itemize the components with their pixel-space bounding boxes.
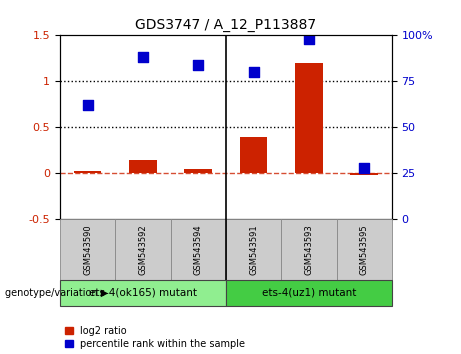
Text: ets-4(uz1) mutant: ets-4(uz1) mutant <box>262 288 356 298</box>
FancyBboxPatch shape <box>60 280 226 306</box>
FancyBboxPatch shape <box>115 219 171 280</box>
Text: genotype/variation ▶: genotype/variation ▶ <box>5 288 108 298</box>
Bar <box>74 171 101 173</box>
Text: GSM543593: GSM543593 <box>304 224 313 275</box>
Point <box>361 165 368 171</box>
Bar <box>129 160 157 173</box>
Text: GSM543595: GSM543595 <box>360 224 369 275</box>
Text: GSM543594: GSM543594 <box>194 224 203 275</box>
FancyBboxPatch shape <box>281 219 337 280</box>
Legend: log2 ratio, percentile rank within the sample: log2 ratio, percentile rank within the s… <box>65 326 245 349</box>
Bar <box>240 137 267 173</box>
Text: GSM543591: GSM543591 <box>249 224 258 275</box>
FancyBboxPatch shape <box>226 280 392 306</box>
FancyBboxPatch shape <box>337 219 392 280</box>
Point <box>250 69 257 75</box>
FancyBboxPatch shape <box>226 219 281 280</box>
FancyBboxPatch shape <box>60 219 115 280</box>
Title: GDS3747 / A_12_P113887: GDS3747 / A_12_P113887 <box>136 18 316 32</box>
FancyBboxPatch shape <box>171 219 226 280</box>
Point <box>195 62 202 68</box>
Text: GSM543590: GSM543590 <box>83 224 92 275</box>
Text: GSM543592: GSM543592 <box>138 224 148 275</box>
Bar <box>295 63 323 173</box>
Point <box>305 36 313 42</box>
Text: ets-4(ok165) mutant: ets-4(ok165) mutant <box>89 288 197 298</box>
Bar <box>184 169 212 173</box>
Point <box>139 55 147 60</box>
Bar <box>350 173 378 175</box>
Point <box>84 103 91 108</box>
